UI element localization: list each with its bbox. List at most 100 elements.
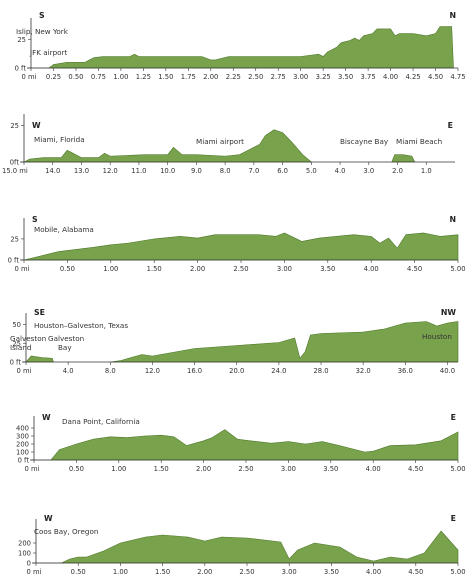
place-label: Miami, Florida [34,135,85,144]
x-tick-label: 3.0 [363,167,374,175]
x-tick-label: 3.00 [293,73,308,81]
terrain-area-secondary [391,154,416,163]
x-tick-label: 7.0 [248,167,259,175]
x-tick-label: 1.50 [147,265,162,273]
x-tick-label: 5.00 [450,568,465,576]
x-tick-label: 4.75 [450,73,465,81]
y-tick-label: 0 [27,560,31,568]
place-label: Miami Beach [396,137,442,146]
x-tick-label: 4.00 [366,465,381,473]
place-label: Bay [58,343,72,352]
x-tick-label: 4.50 [407,265,422,273]
x-tick-label: 0.50 [71,568,86,576]
x-tick-label: 2.50 [238,465,253,473]
place-label: Mobile, Alabama [34,225,94,234]
end-direction-label: N [449,215,456,224]
x-tick-label: 0.50 [69,465,84,473]
x-tick-label: 0.50 [68,73,83,81]
place-label: Islip, New York [16,27,69,36]
x-tick-label: 0.75 [91,73,106,81]
x-tick-label: 8.0 [220,167,231,175]
x-tick-label: 0.25 [46,73,61,81]
profile-chart-5: 0 mi 0.50 1.00 1.50 2.00 2.50 3.00 3.50 4.00 4.50… [16,413,466,473]
profile-chart-2: 15.0 mi 14.0 13.0 12.0 11.0 10.0 9.0 8.0 7.0 6.0 5… [2,114,455,175]
x-tick-label: 0.50 [60,265,75,273]
x-tick-label: 1.00 [113,73,128,81]
x-tick-label: 1.00 [111,465,126,473]
x-tick-label: 8.0 [105,367,116,375]
x-tick-label: 14.0 [45,167,60,175]
y-tick-label: 100 [16,449,29,457]
start-direction-label: S [39,11,45,20]
x-tick-label: 11.0 [131,167,146,175]
y-tick-label: 100 [18,550,31,558]
terrain-area [23,129,313,163]
x-tick-label: 4.50 [408,465,423,473]
y-tick-label: 0ft [10,159,20,167]
x-tick-label: 1.25 [136,73,151,81]
profile-chart-6: 0 mi 0.50 1.00 1.50 2.00 2.50 3.00 3.50 4.00 4.50… [18,514,466,576]
start-direction-label: W [32,121,41,130]
end-direction-label: E [448,121,453,130]
x-tick-label: 0 mi [25,465,40,473]
place-label: Dana Point, California [62,417,140,426]
x-tick-label: 2.50 [239,568,254,576]
start-direction-label: S [32,215,38,224]
place-label: Houston–Galveston, Texas [34,321,128,330]
x-tick-label: 4.50 [428,73,443,81]
x-tick-label: 12.0 [145,367,160,375]
start-direction-label: W [42,413,51,422]
profile-chart-3: 0 mi 0.50 1.00 1.50 2.00 2.50 3.00 3.50 4.00 4.50… [8,215,466,273]
y-tick-label: 25 [17,36,26,44]
x-tick-label: 4.0 [335,167,346,175]
place-label: Miami airport [196,137,244,146]
x-tick-label: 0 mi [22,73,37,81]
y-tick-label: 50 [12,321,21,329]
x-tick-label: 13.0 [74,167,89,175]
x-tick-label: 3.25 [316,73,331,81]
x-tick-label: 1.50 [155,568,170,576]
place-label: Galveston [48,334,84,343]
x-tick-label: 24.0 [271,367,286,375]
place-label: Houston [422,332,452,341]
x-tick-label: 0 mi [27,568,42,576]
x-tick-label: 4.25 [405,73,420,81]
x-tick-label: 4.50 [408,568,423,576]
place-label: Island [10,343,31,352]
x-tick-label: 3.75 [361,73,376,81]
x-tick-label: 3.00 [277,265,292,273]
place-label: Galveston [10,334,46,343]
x-tick-label: 15.0 mi [2,167,28,175]
place-label: Coos Bay, Oregon [34,527,98,536]
y-tick-label: 0 ft [10,359,22,367]
profile-chart-1: 0 mi 0.25 0.50 0.75 1.00 1.25 1.50 1.75 2.00 2.25… [15,11,466,81]
x-tick-label: 5.0 [306,167,317,175]
terrain-area [31,26,454,69]
x-tick-label: 5.00 [450,465,465,473]
terrain-area [23,232,459,261]
profile-chart-4: 0 mi 4.0 8.0 12.0 16.0 20.0 24.0 28.0 32.0 36.0 40… [10,308,459,375]
x-tick-label: 2.50 [248,73,263,81]
x-tick-label: 9.0 [191,167,202,175]
terrain-area [36,530,459,564]
x-tick-label: 3.00 [281,465,296,473]
x-tick-label: 0 mi [15,265,30,273]
x-tick-label: 2.25 [226,73,241,81]
x-tick-label: 5.00 [450,265,465,273]
y-tick-label: 300 [16,433,29,441]
start-direction-label: W [44,514,53,523]
x-tick-label: 4.00 [364,265,379,273]
x-tick-label: 16.0 [187,367,202,375]
x-tick-label: 2.0 [392,167,403,175]
end-direction-label: E [451,413,456,422]
y-tick-label: 200 [18,540,31,548]
x-tick-label: 4.00 [383,73,398,81]
end-direction-label: E [451,514,456,523]
terrain-area [34,429,459,461]
end-direction-label: NW [441,308,457,317]
place-label: Biscayne Bay [340,137,389,146]
x-tick-label: 12.0 [103,167,118,175]
x-tick-label: 4.00 [366,568,381,576]
x-tick-label: 0 mi [17,367,32,375]
